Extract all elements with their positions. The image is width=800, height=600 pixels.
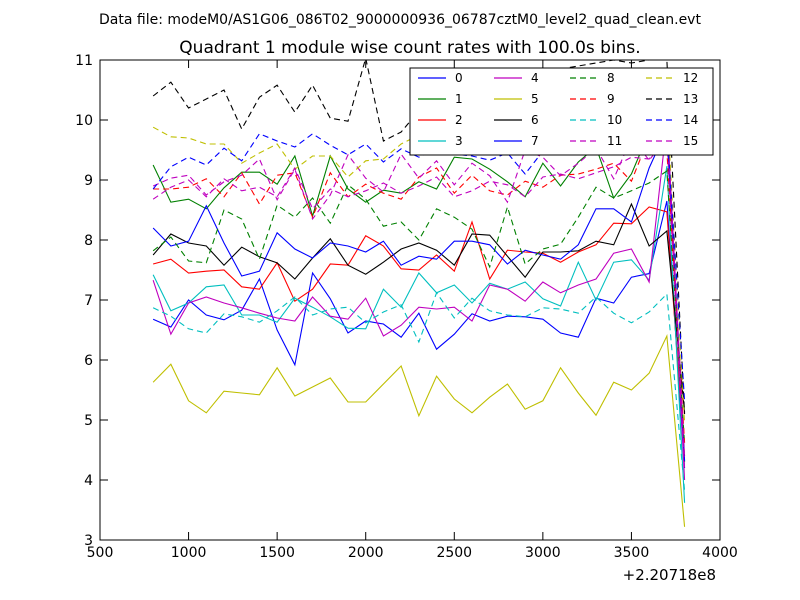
- legend-label-8: 8: [607, 71, 615, 85]
- legend-label-3: 3: [455, 134, 463, 148]
- legend-label-10: 10: [607, 113, 622, 127]
- x-offset-label: +2.20718e8: [623, 566, 716, 584]
- series-3: [152, 166, 686, 503]
- legend-label-1: 1: [455, 92, 463, 106]
- legend-label-4: 4: [531, 71, 539, 85]
- axis-ticks: 500 1000 1500 2000 2500 3000 3500 4000345678910…: [75, 53, 738, 561]
- legend-label-2: 2: [455, 113, 463, 127]
- legend-label-5: 5: [531, 92, 539, 106]
- y-tick-label: 5: [84, 413, 93, 429]
- y-tick-label: 4: [84, 473, 93, 489]
- chart-title: Quadrant 1 module wise count rates with …: [179, 38, 640, 58]
- y-tick-label: 10: [75, 113, 93, 129]
- x-tick-label: 4000: [702, 545, 738, 561]
- x-tick-label: 3000: [525, 545, 561, 561]
- y-tick-label: 9: [84, 173, 93, 189]
- legend-label-13: 13: [683, 92, 698, 106]
- legend-label-12: 12: [683, 71, 698, 85]
- x-tick-label: 2500: [436, 545, 472, 561]
- legend-label-6: 6: [531, 113, 539, 127]
- x-tick-label: 2000: [348, 545, 384, 561]
- legend-label-0: 0: [455, 71, 463, 85]
- series-4: [152, 122, 686, 481]
- x-tick-label: 3500: [614, 545, 650, 561]
- series-5: [152, 333, 686, 527]
- y-tick-label: 7: [84, 293, 93, 309]
- legend-label-11: 11: [607, 134, 622, 148]
- series-7: [152, 128, 686, 461]
- x-tick-label: 1000: [171, 545, 207, 561]
- data-file-caption: Data file: modeM0/AS1G06_086T02_90000009…: [99, 12, 701, 28]
- legend-frame: [409, 67, 714, 156]
- series-8: [152, 170, 686, 445]
- y-tick-label: 6: [84, 353, 93, 369]
- y-tick-label: 11: [75, 53, 93, 69]
- x-tick-label: 1500: [259, 545, 295, 561]
- y-tick-label: 8: [84, 233, 93, 249]
- series-2: [152, 206, 686, 457]
- legend-label-9: 9: [607, 92, 615, 106]
- x-tick-label: 500: [87, 545, 114, 561]
- y-tick-label: 3: [84, 533, 93, 549]
- legend-label-7: 7: [531, 134, 539, 148]
- legend-label-15: 15: [683, 134, 698, 148]
- series-10: [152, 291, 686, 491]
- legend-label-14: 14: [683, 113, 698, 127]
- series-layer: [152, 60, 686, 527]
- series-0: [152, 200, 686, 469]
